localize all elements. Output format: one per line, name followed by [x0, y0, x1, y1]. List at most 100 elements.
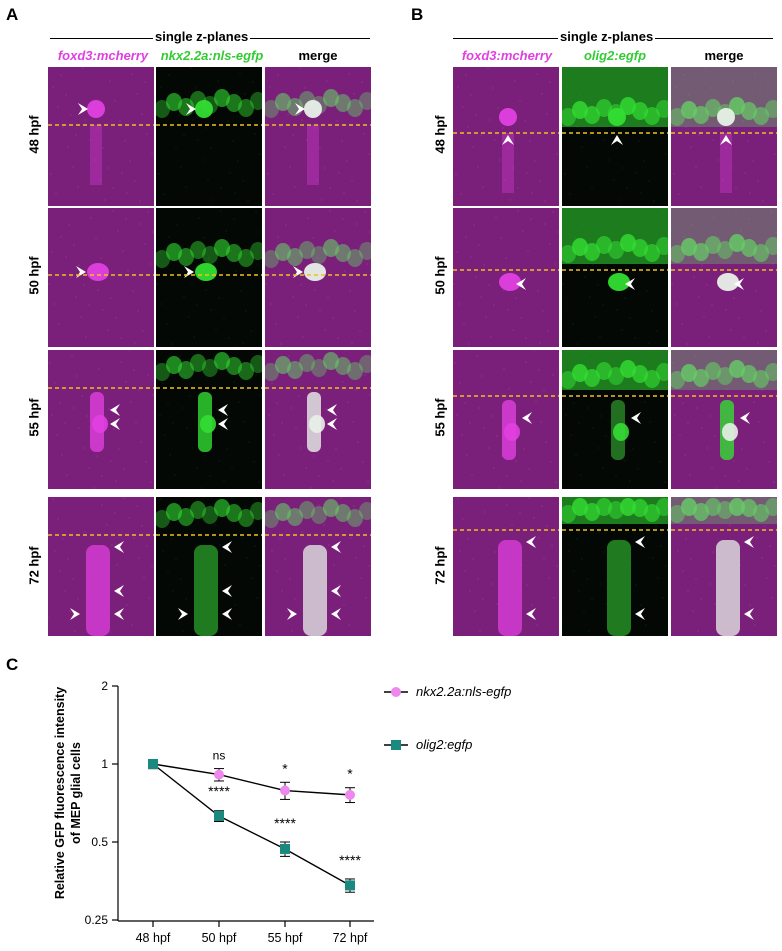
micrograph-tile-merge [265, 497, 371, 636]
significance-label: ns [213, 749, 226, 763]
arrowhead-icon [287, 608, 297, 620]
arrowhead-icon [631, 412, 641, 424]
arrowhead-icon [110, 404, 120, 416]
panel-a-col-foxd3: foxd3:mcherry [57, 48, 149, 63]
micrograph-tile-merge [671, 350, 777, 489]
arrowhead-icon [295, 103, 305, 115]
arrowhead-icon [744, 536, 754, 548]
significance-label: * [282, 760, 288, 776]
micrograph-tile-green [562, 350, 668, 489]
panel-a-row-label: 48 hpf [26, 115, 42, 154]
significance-label: **** [339, 852, 361, 868]
panel-b-col-merge: merge [704, 48, 744, 63]
arrowhead-icon [222, 608, 232, 620]
panel-c-letter: C [6, 655, 19, 674]
panel-a-row-label: 50 hpf [26, 256, 42, 295]
arrowhead-icon [744, 608, 754, 620]
data-point [345, 789, 355, 800]
panel-b-row-label: 50 hpf [432, 256, 448, 295]
y-tick-label: 0.25 [85, 913, 109, 927]
panel-a-row-label: 55 hpf [26, 398, 42, 437]
micrograph-tile-magenta [48, 497, 154, 636]
arrowhead-icon [78, 103, 88, 115]
micrograph-tile-magenta [48, 208, 154, 347]
y-tick-label: 1 [101, 757, 108, 771]
micrograph-tile-magenta [453, 208, 559, 347]
panel-b-row-label: 72 hpf [432, 546, 448, 585]
arrowhead-icon [740, 412, 750, 424]
data-point [148, 759, 158, 769]
arrowhead-icon [114, 608, 124, 620]
micrograph-tile-green [156, 497, 262, 636]
scale-bar [745, 658, 767, 662]
arrowhead-icon [720, 135, 732, 145]
arrowhead-icon [526, 608, 536, 620]
micrograph-tile-green [562, 208, 668, 347]
arrowhead-icon [331, 585, 341, 597]
arrowhead-icon [331, 541, 341, 553]
panel-a-header: single z-planes [153, 29, 251, 44]
micrograph-tile-green [562, 497, 668, 636]
legend-marker [391, 740, 401, 750]
data-point [214, 769, 224, 780]
y-tick-label: 0.5 [91, 835, 108, 849]
arrowhead-icon [734, 278, 744, 290]
arrowhead-icon [186, 103, 196, 115]
micrograph-tile-green [156, 208, 262, 347]
arrowhead-icon [218, 418, 228, 430]
panel-b-col-foxd3: foxd3:mcherry [461, 48, 553, 63]
micrograph-tile-merge [265, 67, 371, 206]
panel-b-letter: B [411, 5, 424, 24]
arrowhead-icon [114, 585, 124, 597]
legend-marker [391, 687, 401, 697]
x-tick-label: 55 hpf [268, 931, 303, 945]
micrograph-tile-magenta [453, 350, 559, 489]
micrograph-tile-magenta [48, 350, 154, 489]
arrowhead-icon [516, 278, 526, 290]
x-tick-label: 72 hpf [333, 931, 368, 945]
arrowhead-icon [70, 608, 80, 620]
micrograph-tile-green [562, 67, 668, 206]
panel-b-header: single z-planes [558, 29, 656, 44]
arrowhead-icon [327, 418, 337, 430]
panel-a-col-nkx: nkx2.2a:nls-egfp [160, 48, 264, 63]
arrowhead-icon [110, 418, 120, 430]
significance-label: **** [274, 815, 296, 831]
arrowhead-icon [522, 412, 532, 424]
data-point [214, 810, 224, 821]
arrowhead-icon [331, 608, 341, 620]
series-line [152, 763, 351, 796]
micrograph-tile-merge [671, 208, 777, 347]
panel-b-row-label: 48 hpf [432, 115, 448, 154]
arrowhead-icon [222, 541, 232, 553]
arrowhead-icon [114, 541, 124, 553]
micrograph-tile-green [156, 67, 262, 206]
legend-label: olig2:egfp [416, 737, 472, 752]
arrowhead-icon [635, 536, 645, 548]
y-tick-label: 2 [101, 679, 108, 693]
panel-a-letter: A [6, 5, 19, 24]
arrowhead-icon [327, 404, 337, 416]
series-line [152, 763, 351, 887]
arrowhead-icon [222, 585, 232, 597]
arrowhead-icon [502, 135, 514, 145]
micrograph-tile-magenta [453, 497, 559, 636]
micrograph-tile-merge [265, 350, 371, 489]
arrowhead-icon [611, 135, 623, 145]
y-axis-label: Relative GFP fluorescence intensity [53, 687, 67, 899]
micrograph-tile-merge [671, 497, 777, 636]
micrograph-tile-magenta [48, 67, 154, 206]
arrowhead-icon [526, 536, 536, 548]
arrowhead-icon [178, 608, 188, 620]
panel-b-col-olig2: olig2:egfp [583, 48, 647, 63]
arrowhead-icon [635, 608, 645, 620]
micrograph-tile-green [156, 350, 262, 489]
panel-a-col-merge: merge [298, 48, 338, 63]
panel-a-row-label: 72 hpf [26, 546, 42, 585]
y-axis-label: of MEP glial cells [69, 742, 83, 844]
x-tick-label: 50 hpf [202, 931, 237, 945]
chart-panel-c: Relative GFP fluorescence intensity of M… [53, 679, 511, 945]
micrograph-tile-merge [265, 208, 371, 347]
legend-label: nkx2.2a:nls-egfp [416, 684, 511, 699]
panel-b-row-label: 55 hpf [432, 398, 448, 437]
